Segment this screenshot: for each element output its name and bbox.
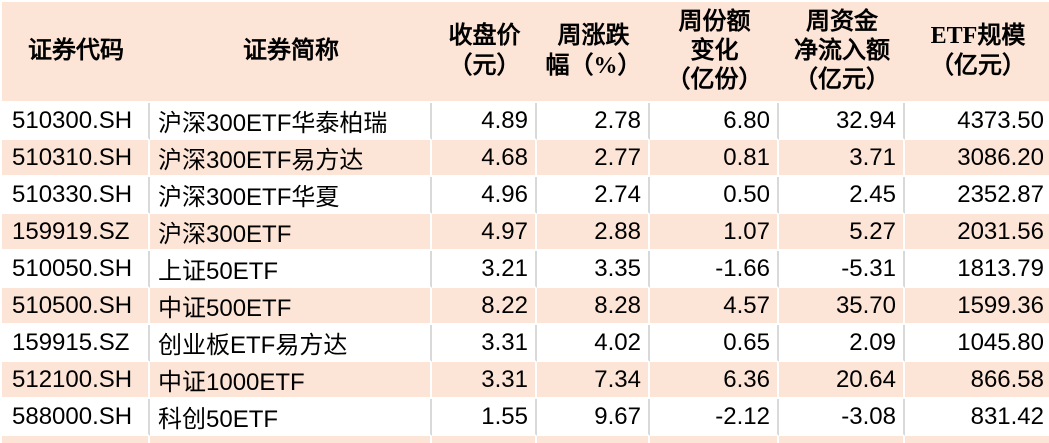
cell-shares: -7.68 <box>650 436 779 443</box>
table-row: 588080.SH 科创50ETF易方达 1.51 9.69 -7.68 -11… <box>2 436 1049 443</box>
table-row: 510330.SH 沪深300ETF华夏 4.96 2.74 0.50 2.45… <box>2 177 1049 214</box>
cell-shares: 1.07 <box>650 214 779 251</box>
table-row: 159919.SZ 沪深300ETF 4.97 2.88 1.07 5.27 2… <box>2 214 1049 251</box>
cell-inflow: 20.64 <box>779 362 905 399</box>
cell-code: 588000.SH <box>2 399 150 436</box>
cell-scale: 763.59 <box>905 436 1049 443</box>
cell-inflow: 5.27 <box>779 214 905 251</box>
cell-close: 3.31 <box>432 325 537 362</box>
cell-shares: -2.12 <box>650 399 779 436</box>
header-row: 证券代码 证券简称 收盘价 （元） 周涨跌 幅（%） 周份额 变化 （亿份） 周… <box>2 2 1049 103</box>
cell-code: 159915.SZ <box>2 325 150 362</box>
cell-scale: 1813.79 <box>905 251 1049 288</box>
cell-shares: -1.66 <box>650 251 779 288</box>
cell-shares: 0.81 <box>650 140 779 177</box>
cell-scale: 1599.36 <box>905 288 1049 325</box>
cell-close: 1.55 <box>432 399 537 436</box>
cell-change: 2.74 <box>537 177 650 214</box>
cell-code: 512100.SH <box>2 362 150 399</box>
cell-change: 9.67 <box>537 399 650 436</box>
cell-close: 4.96 <box>432 177 537 214</box>
table-row: 588000.SH 科创50ETF 1.55 9.67 -2.12 -3.08 … <box>2 399 1049 436</box>
cell-scale: 4373.50 <box>905 103 1049 140</box>
cell-name: 沪深300ETF <box>150 214 432 251</box>
cell-name: 沪深300ETF易方达 <box>150 140 432 177</box>
cell-shares: 0.65 <box>650 325 779 362</box>
cell-shares: 4.57 <box>650 288 779 325</box>
cell-scale: 1045.80 <box>905 325 1049 362</box>
cell-inflow: 35.70 <box>779 288 905 325</box>
cell-scale: 2031.56 <box>905 214 1049 251</box>
column-header-shares: 周份额 变化 （亿份） <box>650 2 779 103</box>
cell-code: 510310.SH <box>2 140 150 177</box>
cell-name: 创业板ETF易方达 <box>150 325 432 362</box>
cell-name: 沪深300ETF华泰柏瑞 <box>150 103 432 140</box>
table-row: 510500.SH 中证500ETF 8.22 8.28 4.57 35.70 … <box>2 288 1049 325</box>
cell-change: 2.88 <box>537 214 650 251</box>
cell-inflow: 32.94 <box>779 103 905 140</box>
column-header-code: 证券代码 <box>2 2 150 103</box>
cell-inflow: -5.31 <box>779 251 905 288</box>
cell-shares: 0.50 <box>650 177 779 214</box>
cell-change: 8.28 <box>537 288 650 325</box>
table-row: 510050.SH 上证50ETF 3.21 3.35 -1.66 -5.31 … <box>2 251 1049 288</box>
cell-close: 8.22 <box>432 288 537 325</box>
cell-name: 科创50ETF <box>150 399 432 436</box>
cell-name: 沪深300ETF华夏 <box>150 177 432 214</box>
cell-code: 510050.SH <box>2 251 150 288</box>
cell-code: 510300.SH <box>2 103 150 140</box>
cell-change: 2.77 <box>537 140 650 177</box>
column-header-name: 证券简称 <box>150 2 432 103</box>
cell-scale: 831.42 <box>905 399 1049 436</box>
cell-shares: 6.36 <box>650 362 779 399</box>
cell-inflow: 3.71 <box>779 140 905 177</box>
table-row: 510300.SH 沪深300ETF华泰柏瑞 4.89 2.78 6.80 32… <box>2 103 1049 140</box>
cell-code: 510500.SH <box>2 288 150 325</box>
cell-name: 上证50ETF <box>150 251 432 288</box>
cell-close: 4.89 <box>432 103 537 140</box>
cell-change: 3.35 <box>537 251 650 288</box>
cell-scale: 3086.20 <box>905 140 1049 177</box>
table-header: 证券代码 证券简称 收盘价 （元） 周涨跌 幅（%） 周份额 变化 （亿份） 周… <box>2 2 1049 103</box>
cell-close: 4.97 <box>432 214 537 251</box>
cell-inflow: -11.49 <box>779 436 905 443</box>
cell-close: 3.21 <box>432 251 537 288</box>
cell-code: 159919.SZ <box>2 214 150 251</box>
cell-change: 2.78 <box>537 103 650 140</box>
table-row: 510310.SH 沪深300ETF易方达 4.68 2.77 0.81 3.7… <box>2 140 1049 177</box>
cell-close: 4.68 <box>432 140 537 177</box>
table-row: 159915.SZ 创业板ETF易方达 3.31 4.02 0.65 2.09 … <box>2 325 1049 362</box>
cell-close: 1.51 <box>432 436 537 443</box>
cell-name: 科创50ETF易方达 <box>150 436 432 443</box>
cell-scale: 2352.87 <box>905 177 1049 214</box>
cell-change: 9.69 <box>537 436 650 443</box>
column-header-change: 周涨跌 幅（%） <box>537 2 650 103</box>
cell-inflow: 2.09 <box>779 325 905 362</box>
cell-close: 3.31 <box>432 362 537 399</box>
cell-name: 中证1000ETF <box>150 362 432 399</box>
cell-inflow: -3.08 <box>779 399 905 436</box>
column-header-scale: ETF规模 （亿元） <box>905 2 1049 103</box>
table-body: 510300.SH 沪深300ETF华泰柏瑞 4.89 2.78 6.80 32… <box>2 103 1049 443</box>
column-header-inflow: 周资金 净流入额 （亿元） <box>779 2 905 103</box>
cell-inflow: 2.45 <box>779 177 905 214</box>
table-row: 512100.SH 中证1000ETF 3.31 7.34 6.36 20.64… <box>2 362 1049 399</box>
cell-code: 588080.SH <box>2 436 150 443</box>
column-header-close: 收盘价 （元） <box>432 2 537 103</box>
cell-scale: 866.58 <box>905 362 1049 399</box>
cell-change: 4.02 <box>537 325 650 362</box>
cell-code: 510330.SH <box>2 177 150 214</box>
cell-change: 7.34 <box>537 362 650 399</box>
cell-name: 中证500ETF <box>150 288 432 325</box>
cell-shares: 6.80 <box>650 103 779 140</box>
